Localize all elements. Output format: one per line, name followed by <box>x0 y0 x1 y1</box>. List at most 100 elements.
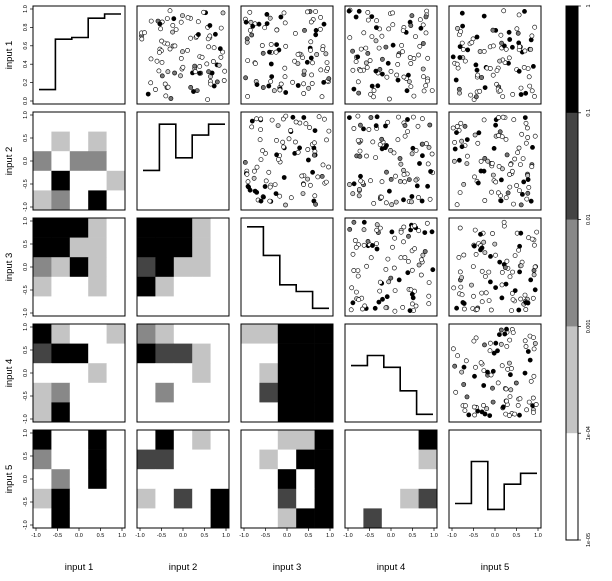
scatter-point <box>503 136 509 142</box>
scatter-point <box>172 43 178 49</box>
scatter-point <box>243 19 249 25</box>
x-tick-label: 0.5 <box>201 533 209 539</box>
scatter-point <box>305 176 310 182</box>
scatter-point <box>323 179 329 185</box>
heatmap-cell <box>33 324 52 344</box>
scatter-point <box>371 94 376 100</box>
scatter-point <box>407 308 413 313</box>
y-tick-label: -0.5 <box>23 285 29 294</box>
scatter-point <box>417 43 423 49</box>
heatmap-cell <box>69 296 89 317</box>
scatter-point <box>501 8 507 14</box>
scatter-point <box>269 117 275 123</box>
scatter-point <box>170 29 175 35</box>
heatmap-cell <box>277 488 297 509</box>
scatter-point <box>318 67 324 73</box>
scatter-point <box>511 201 516 207</box>
scatter-point <box>459 369 465 375</box>
scatter-point <box>481 168 487 174</box>
scatter-point <box>419 198 425 204</box>
heatmap-cell <box>33 430 52 450</box>
scatter-point <box>487 348 493 354</box>
scatter-point <box>488 372 494 378</box>
scatter-point <box>493 179 499 185</box>
scatter-point <box>499 166 505 172</box>
panel-input3-vs-input2 <box>136 217 230 317</box>
heatmap-cell <box>155 276 175 297</box>
scatter-point <box>482 411 488 417</box>
scatter-point <box>419 141 425 147</box>
scatter-point <box>350 67 356 73</box>
scatter-point <box>358 178 364 184</box>
scatter-point <box>426 144 432 150</box>
scatter-point <box>527 357 533 363</box>
scatter-point <box>221 78 227 83</box>
scatter-point <box>192 63 198 69</box>
scatter-point <box>383 123 388 129</box>
heatmap-cell <box>33 237 52 258</box>
scatter-point <box>523 120 529 126</box>
heatmap-cell <box>137 488 156 509</box>
column-label: input 4 <box>377 562 406 573</box>
heatmap-cell <box>277 430 297 450</box>
scatter-point <box>351 86 357 92</box>
scatter-point <box>400 49 405 55</box>
column-label: input 2 <box>169 562 198 573</box>
scatter-point <box>515 402 521 408</box>
heatmap-cell <box>88 190 107 211</box>
scatter-point <box>388 147 393 153</box>
heatmap-cell <box>88 402 107 423</box>
scatter-point <box>409 13 415 19</box>
y-tick-label: 0.6 <box>23 42 29 50</box>
scatter-point <box>346 8 352 14</box>
heatmap-cell <box>259 363 279 384</box>
colorbar-border <box>565 5 579 541</box>
scatter-point <box>533 402 539 407</box>
scatter-point <box>504 343 510 349</box>
scatter-point <box>454 305 459 311</box>
scatter-point <box>498 177 504 183</box>
scatter-point <box>404 88 410 94</box>
y-tick-label: 1.0 <box>23 429 29 437</box>
heatmap-cell <box>210 430 230 450</box>
heatmap-cell <box>33 112 52 132</box>
heatmap-cell <box>33 190 52 211</box>
scatter-point <box>188 35 193 41</box>
scatter-point <box>315 174 321 180</box>
scatter-point <box>426 280 432 285</box>
scatter-point <box>308 47 313 53</box>
scatter-point <box>509 308 514 313</box>
panel-input4-vs-input3 <box>240 323 334 423</box>
scatter-point <box>374 18 379 24</box>
scatter-point <box>310 169 315 175</box>
scatter-point <box>159 60 165 65</box>
heatmap-cell <box>106 112 126 132</box>
scatter-point <box>514 26 520 32</box>
scatter-point <box>517 188 522 193</box>
scatter-point <box>271 88 277 94</box>
scatter-point <box>482 342 487 348</box>
scatter-point <box>352 238 358 243</box>
heatmap-cell <box>106 508 126 529</box>
heatmap-cell <box>418 430 438 450</box>
scatter-point <box>347 182 352 187</box>
heatmap-cell <box>51 488 71 509</box>
panel-input3-vs-input5 <box>448 217 542 317</box>
scatter-point <box>308 39 314 45</box>
scatter-point <box>249 32 255 38</box>
panel-input4-vs-input2 <box>136 323 230 423</box>
scatter-point <box>481 49 487 54</box>
color-band <box>566 112 578 220</box>
x-tick-label: 0.0 <box>75 533 83 539</box>
scatter-point <box>412 223 417 229</box>
scatter-point <box>139 36 145 42</box>
scatter-point <box>501 219 507 225</box>
scatter-point <box>217 46 223 52</box>
scatter-point <box>464 137 470 142</box>
scatter-point <box>365 17 371 23</box>
scatter-point <box>413 177 419 183</box>
heatmap-cell <box>33 151 52 172</box>
scatter-point <box>455 25 460 31</box>
scatter-point <box>497 259 503 265</box>
panel-border <box>136 217 230 317</box>
